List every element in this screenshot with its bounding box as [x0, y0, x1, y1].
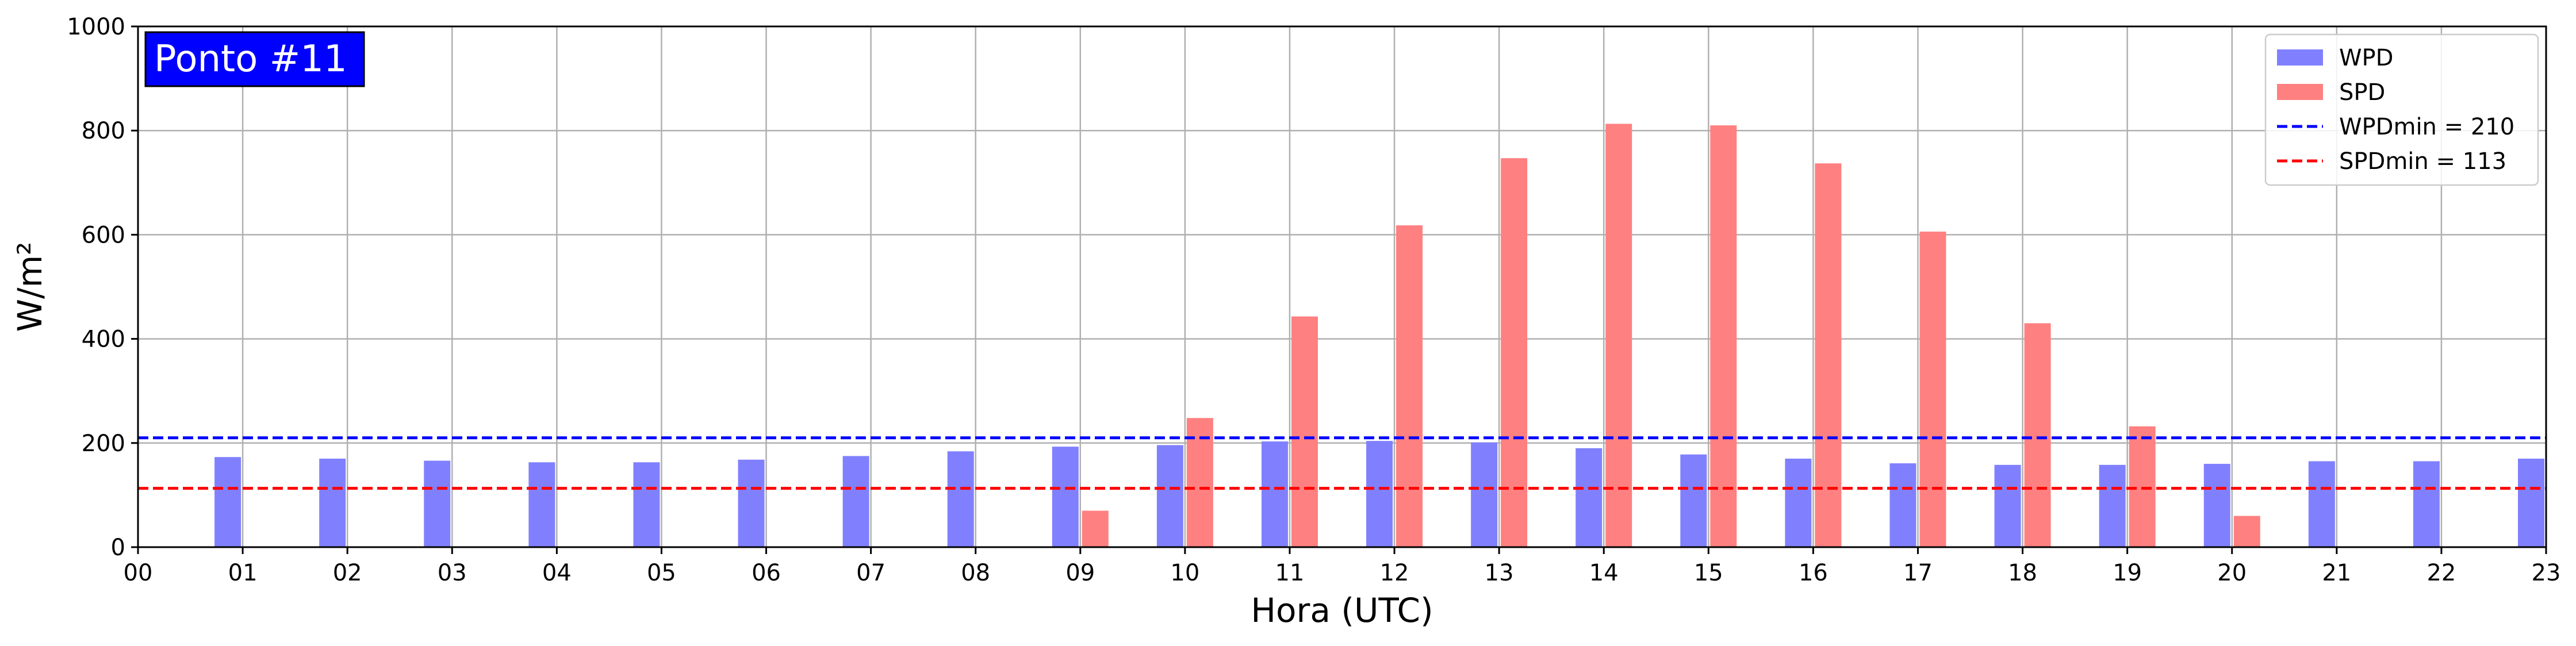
legend-swatch: [2277, 84, 2323, 100]
legend-label: WPD: [2339, 45, 2393, 71]
y-tick-label: 200: [82, 430, 125, 457]
bar-wpd: [319, 458, 346, 547]
bar-spd: [2233, 516, 2260, 547]
bar-wpd: [633, 462, 660, 547]
location-badge: Ponto #11: [144, 31, 365, 87]
location-badge-label: Ponto #11: [154, 38, 347, 80]
legend-label: WPDmin = 210: [2339, 114, 2514, 140]
x-tick-label: 11: [1275, 560, 1305, 586]
grid: [137, 25, 2547, 548]
x-tick-label: 01: [228, 560, 258, 586]
x-tick-label: 04: [542, 560, 572, 586]
x-tick-label: 22: [2426, 560, 2456, 586]
x-tick-label: 16: [1799, 560, 1828, 586]
y-tick-label: 1000: [67, 14, 125, 40]
reference-lines: [138, 436, 2546, 490]
bar-wpd: [1889, 463, 1916, 547]
x-tick-label: 23: [2532, 560, 2561, 586]
x-tick-label: 07: [856, 560, 885, 586]
x-tick-label: 00: [124, 560, 153, 586]
bar-wpd: [1471, 442, 1498, 547]
bar-wpd: [2518, 458, 2544, 547]
bar-wpd: [2099, 464, 2126, 547]
x-tick-label: 18: [2008, 560, 2037, 586]
bar-wpd: [1680, 454, 1707, 547]
bar-spd: [1186, 418, 1213, 547]
y-tick-label: 800: [82, 118, 125, 144]
x-tick-label: 12: [1380, 560, 1409, 586]
bar-wpd: [2203, 464, 2230, 547]
x-tick-label: 14: [1589, 560, 1619, 586]
x-tick-label: 15: [1694, 560, 1723, 586]
x-tick-label: 02: [333, 560, 362, 586]
bar-spd: [1082, 510, 1109, 547]
bar-wpd: [1994, 464, 2021, 547]
bar-spd: [1396, 225, 1423, 547]
bar-spd: [1710, 125, 1737, 547]
bar-wpd: [1261, 441, 1288, 547]
x-tick-label: 03: [438, 560, 467, 586]
x-tick-label: 08: [961, 560, 990, 586]
bar-wpd: [2413, 461, 2440, 547]
bar-wpd: [214, 457, 241, 547]
bar-wpd: [1052, 447, 1079, 547]
bar-spd: [2129, 426, 2156, 547]
legend-swatch: [2277, 49, 2323, 66]
bar-wpd: [1156, 445, 1183, 547]
plot-frame: [137, 25, 2547, 548]
bar-wpd: [738, 459, 765, 547]
bar-wpd: [842, 456, 869, 547]
x-tick-label: 19: [2113, 560, 2142, 586]
bar-spd: [2024, 323, 2051, 547]
bar-spd: [1815, 163, 1842, 547]
legend-label: SPD: [2339, 79, 2385, 106]
bar-wpd: [2308, 461, 2335, 547]
x-tick-label: 06: [752, 560, 781, 586]
bar-spd: [1501, 158, 1528, 547]
y-tick-label: 400: [82, 326, 125, 353]
bar-wpd: [1785, 458, 1812, 547]
bar-wpd: [947, 451, 974, 547]
legend: WPD SPD WPDmin = 210 SPDmin = 113: [2264, 33, 2539, 186]
bar-spd: [1919, 231, 1946, 547]
x-tick-label: 05: [647, 560, 676, 586]
bars: [214, 124, 2544, 547]
x-tick-label: 21: [2322, 560, 2351, 586]
x-tick-label: 09: [1065, 560, 1095, 586]
x-axis-ticks: 00 01 02 03 04 05 06 07 08 09 10 11 12 13 14 15 16 17 18 19…: [124, 547, 2561, 586]
bar-wpd: [528, 462, 555, 547]
bar-wpd: [424, 460, 451, 547]
x-tick-label: 13: [1485, 560, 1514, 586]
bar-spd: [1291, 316, 1318, 547]
y-axis-label: W/m²: [10, 242, 49, 332]
x-tick-label: 20: [2217, 560, 2247, 586]
bar-spd: [1605, 124, 1632, 547]
x-axis-label: Hora (UTC): [1251, 591, 1433, 630]
legend-label: SPDmin = 113: [2339, 148, 2506, 175]
y-axis-ticks: 0 200 400 600 800 1000: [67, 14, 138, 561]
x-tick-label: 17: [1903, 560, 1933, 586]
legend-box: [2264, 33, 2539, 186]
bar-wpd: [1575, 448, 1603, 547]
bar-wpd: [1366, 441, 1393, 547]
y-tick-label: 0: [111, 535, 125, 561]
y-tick-label: 600: [82, 222, 125, 248]
x-tick-label: 10: [1170, 560, 1199, 586]
